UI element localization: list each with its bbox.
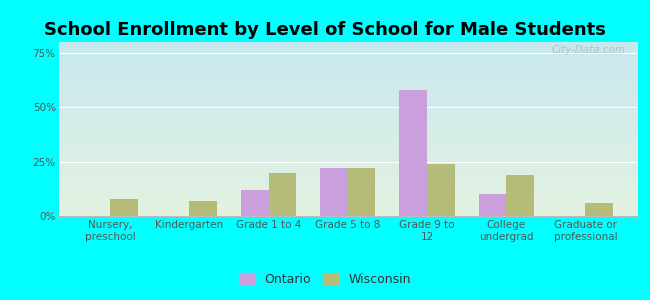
Bar — [399, 90, 427, 216]
Bar — [348, 168, 376, 216]
Bar — [268, 172, 296, 216]
Bar — [189, 201, 217, 216]
Text: School Enrollment by Level of School for Male Students: School Enrollment by Level of School for… — [44, 21, 606, 39]
Text: City-Data.com: City-Data.com — [551, 46, 625, 56]
Legend: Ontario, Wisconsin: Ontario, Wisconsin — [234, 268, 416, 291]
Bar — [320, 168, 348, 216]
Bar — [110, 199, 138, 216]
Bar — [586, 203, 613, 216]
Bar — [240, 190, 268, 216]
Bar — [478, 194, 506, 216]
Bar — [427, 164, 455, 216]
Bar — [506, 175, 534, 216]
